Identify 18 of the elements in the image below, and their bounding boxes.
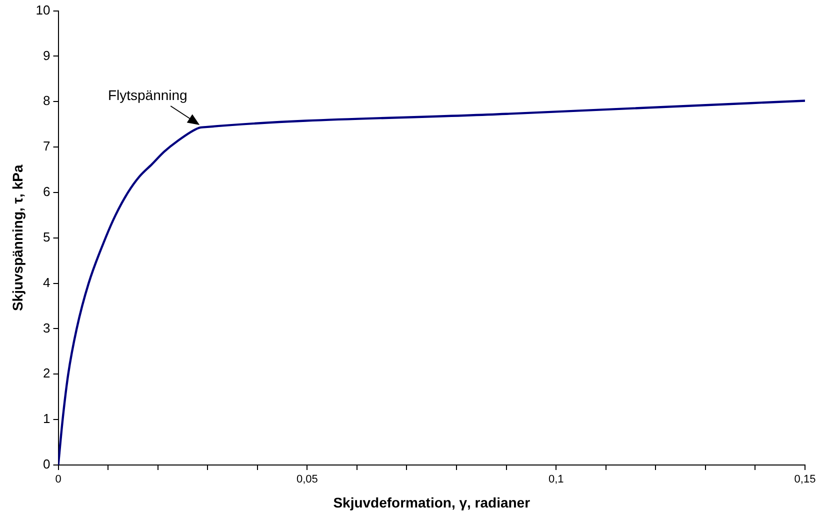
- x-tick-label: 0,15: [794, 474, 816, 486]
- y-tick-label: 4: [43, 274, 50, 290]
- y-tick-label: 7: [43, 138, 50, 154]
- y-tick-label: 6: [43, 184, 50, 200]
- y-tick-label: 10: [36, 2, 50, 18]
- y-tick-label: 5: [43, 229, 50, 244]
- y-axis-title: Skjuvspänning, τ, kPa: [9, 164, 26, 312]
- x-tick-label: 0,1: [548, 474, 564, 486]
- y-tick-label: 9: [43, 48, 50, 63]
- x-axis-title: Skjuvdeformation, γ, radianer: [333, 494, 531, 510]
- x-tick-label: 0: [55, 474, 62, 486]
- y-tick-label: 3: [43, 320, 50, 336]
- y-tick-label: 1: [43, 411, 50, 426]
- y-tick-label: 2: [43, 366, 50, 381]
- x-tick-label: 0,05: [296, 474, 318, 486]
- y-tick-label: 8: [43, 93, 50, 108]
- y-tick-label: 0: [43, 456, 50, 472]
- annotation: Flytspänning: [108, 86, 188, 103]
